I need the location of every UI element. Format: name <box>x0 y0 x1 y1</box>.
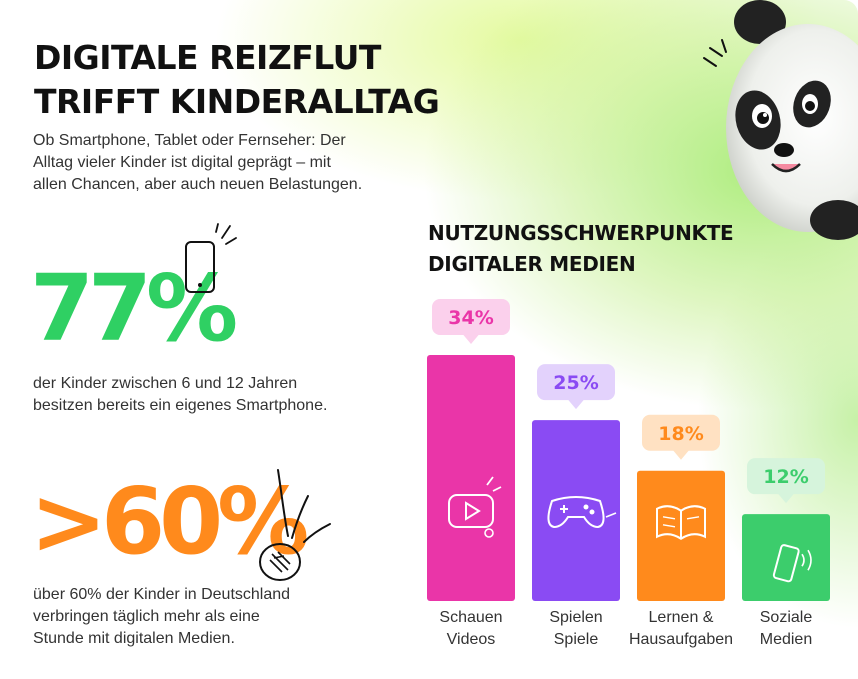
video-play-icon <box>448 476 502 538</box>
value-badge-spielen-spiele <box>537 364 615 410</box>
panda-illustration <box>703 0 858 240</box>
value-label-spielen-spiele: 25% <box>553 372 598 394</box>
chart-title-line-1: NUTZUNGSSCHWERPUNKTE <box>428 221 734 245</box>
smartphone-doodle-icon <box>185 223 237 293</box>
value-label-soziale-medien: 12% <box>763 466 808 488</box>
chart-title-line-2: DIGITALER MEDIEN <box>428 252 636 276</box>
subtitle-line-1: Ob Smartphone, Tablet oder Fernseher: De… <box>33 132 346 149</box>
bar-spielen-spiele <box>532 420 620 601</box>
category-label-soziale-medien: Soziale Medien <box>760 609 813 648</box>
subtitle: Ob Smartphone, Tablet oder Fernseher: De… <box>33 130 433 196</box>
category-label-spielen-spiele: Spielen Spiele <box>549 609 602 648</box>
chart-title: NUTZUNGSSCHWERPUNKTE DIGITALER MEDIEN <box>428 218 734 280</box>
value-badge-soziale-medien <box>747 458 825 504</box>
category-label-schauen-videos: Schauen Videos <box>439 609 502 648</box>
stat-screen-time-description: über 60% der Kinder in Deutschland verbr… <box>33 584 290 650</box>
stat-smartphone-description: der Kinder zwischen 6 und 12 Jahren besi… <box>33 373 327 417</box>
value-label-lernen-hausaufgaben: 18% <box>658 423 703 445</box>
stat-screen-time-value: >60% <box>30 468 309 575</box>
value-label-schauen-videos: 34% <box>448 307 493 329</box>
subtitle-line-3: allen Chancen, aber auch neuen Belastung… <box>33 176 363 193</box>
subtitle-line-2: Alltag vieler Kinder ist digital geprägt… <box>33 154 331 171</box>
gamepad-icon <box>547 496 617 529</box>
bar-soziale-medien <box>742 514 830 601</box>
stat-screen-time-desc-line-2: verbringen täglich mehr als eine <box>33 608 260 625</box>
stat-screen-time-desc-line-1: über 60% der Kinder in Deutschland <box>33 586 291 603</box>
page-title: DIGITALE REIZFLUT TRIFFT KINDERALLTAG <box>34 36 440 124</box>
stat-smartphone-desc-line-1: der Kinder zwischen 6 und 12 Jahren <box>33 375 298 392</box>
category-label-lernen-hausaufgaben: Lernen & Hausaufgaben <box>629 609 733 648</box>
title-line-1: DIGITALE REIZFLUT <box>34 38 381 77</box>
stat-smartphone-desc-line-2: besitzen bereits ein eigenes Smartphone. <box>33 397 328 414</box>
value-badge-lernen-hausaufgaben <box>642 414 720 460</box>
stat-screen-time-desc-line-3: Stunde mit digitalen Medien. <box>33 630 235 647</box>
clock-doodle-icon <box>259 469 331 581</box>
smartphone-icon <box>772 544 812 583</box>
open-book-icon <box>656 505 706 540</box>
title-line-2: TRIFFT KINDERALLTAG <box>34 82 440 121</box>
value-badge-schauen-videos <box>432 299 510 344</box>
stat-smartphone-value: 77% <box>30 255 238 362</box>
bar-schauen-videos <box>427 355 515 601</box>
